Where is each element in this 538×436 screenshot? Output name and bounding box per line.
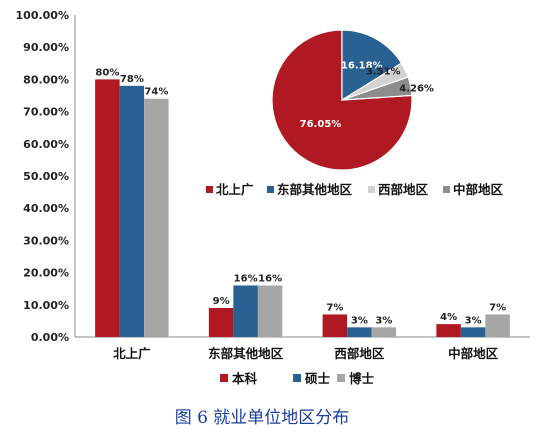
- bar: [257, 285, 283, 337]
- x-category-label: 中部地区: [448, 346, 499, 361]
- bar: [322, 314, 348, 337]
- bar-data-label: 4%: [440, 312, 457, 323]
- bar-data-label: 16%: [234, 273, 258, 284]
- y-tick-label: 30.00%: [23, 234, 69, 247]
- pie-data-label: 3.51%: [366, 66, 401, 77]
- bar-data-label: 7%: [326, 302, 343, 313]
- bar: [233, 285, 258, 337]
- y-tick-label: 10.00%: [23, 299, 69, 312]
- legend-label: 本科: [232, 371, 258, 386]
- bar: [347, 327, 372, 337]
- legend-swatch: [293, 374, 301, 382]
- bar: [436, 324, 461, 337]
- pie-legend-swatch: [443, 186, 450, 193]
- pie-legend-swatch: [267, 186, 274, 193]
- bar: [460, 327, 486, 337]
- legend-swatch: [337, 374, 345, 382]
- x-category-label: 北上广: [113, 346, 151, 361]
- pie-legend: 北上广 东部其他地区 西部地区 中部地区: [206, 182, 504, 197]
- y-tick-label: 0.00%: [31, 331, 69, 344]
- bar-data-label: 78%: [120, 74, 144, 85]
- x-category-label: 西部地区: [334, 346, 385, 361]
- bar-data-label: 3%: [351, 315, 368, 326]
- bar-data-label: 3%: [465, 315, 482, 326]
- pie-slice: [341, 29, 403, 102]
- pie-data-label: 4.26%: [399, 83, 434, 94]
- pie-legend-swatch: [206, 186, 213, 193]
- figure-caption: 图 6 就业单位地区分布: [175, 408, 350, 428]
- bar-legend: 本科 硕士 博士: [220, 371, 375, 386]
- legend-label: 硕士: [305, 371, 331, 386]
- bar: [485, 314, 510, 337]
- pie-legend-swatch: [368, 186, 375, 193]
- pie-legend-label: 西部地区: [378, 182, 429, 197]
- bar-data-label: 80%: [95, 67, 119, 78]
- bar-data-label: 3%: [375, 315, 392, 326]
- bar-data-label: 7%: [489, 302, 506, 313]
- bar-data-label: 16%: [258, 273, 282, 284]
- y-tick-label: 40.00%: [23, 202, 69, 215]
- pie-legend-label: 中部地区: [453, 182, 504, 197]
- y-tick-label: 90.00%: [23, 41, 69, 54]
- bar-data-label: 74%: [144, 87, 168, 98]
- y-tick-label: 50.00%: [23, 170, 69, 183]
- y-tick-label: 100.00%: [16, 9, 69, 22]
- bar: [371, 327, 397, 337]
- bar: [95, 79, 120, 338]
- y-tick-label: 80.00%: [23, 73, 69, 86]
- bar-group: 80%78%74% 9% 16% 16% 7% 3% 3% 4% 3% 7%: [95, 67, 510, 338]
- y-tick-label: 70.00%: [23, 106, 69, 119]
- bar-axis-group: 0.00% 10.00% 20.00% 30.00% 40.00% 50.00% 60.00…: [16, 9, 530, 361]
- y-tick-label: 60.00%: [23, 138, 69, 151]
- x-category-label: 东部其他地区: [208, 346, 284, 361]
- bar-data-label: 9%: [213, 296, 230, 307]
- legend-label: 博士: [349, 371, 375, 386]
- pie-chart: 76.05% 16.18%3.51% 4.26%: [271, 29, 434, 171]
- pie-legend-label: 北上广: [216, 182, 254, 197]
- pie-slice: [341, 76, 413, 101]
- bar: [119, 85, 145, 337]
- pie-legend-label: 东部其他地区: [277, 182, 353, 197]
- bar: [208, 308, 234, 337]
- pie-data-label: 76.05%: [300, 119, 342, 130]
- bar: [144, 98, 169, 337]
- pie-data-label: 16.18%: [341, 61, 383, 72]
- legend-swatch: [220, 374, 228, 382]
- y-tick-label: 20.00%: [23, 267, 69, 280]
